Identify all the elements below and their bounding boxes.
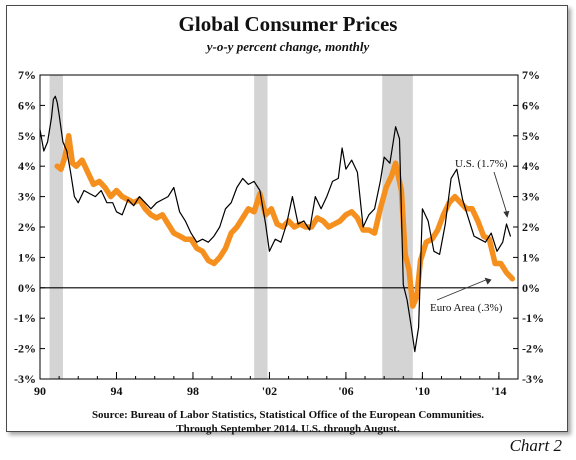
y-tick-label-left: -1% [14,311,36,325]
x-tick-label: 94 [110,384,122,398]
y-tick-label-left: 1% [18,250,36,264]
euro-area-hicp-line [54,133,516,309]
chart-subtitle: y-o-y percent change, monthly [206,39,370,54]
y-tick-label-left: 3% [18,190,36,204]
chart-title: Global Consumer Prices [178,12,398,36]
source-line-2: Through September 2014. U.S. through Aug… [176,423,400,435]
recession-band-2 [382,75,413,379]
y-tick-label-right: -1% [522,311,544,325]
source-note: Source: Bureau of Labor Statistics, Stat… [0,408,576,436]
y-tick-label-right: 3% [522,190,540,204]
y-tick-label-left: 0% [18,281,36,295]
y-tick-label-left: 2% [18,220,36,234]
y-tick-label-left: -3% [14,372,36,386]
us-cpi-line [39,95,511,353]
y-tick-label-right: 5% [522,129,540,143]
y-tick-label-right: 4% [522,159,540,173]
y-tick-label-left: 4% [18,159,36,173]
x-tick-label: '14 [491,384,506,398]
recession-band-1 [254,75,268,379]
annotation-euro-area-arrow [436,279,487,301]
y-tick-label-right: 7% [522,68,540,82]
x-tick-label: 90 [34,384,46,398]
y-tick-label-left: -2% [14,342,36,356]
y-tick-label-right: -2% [522,342,544,356]
chart-number-label: Chart 2 [509,436,562,455]
x-tick-label: '06 [338,384,353,398]
y-tick-label-right: -3% [522,372,544,386]
y-tick-label-left: 5% [18,129,36,143]
x-tick-label: 98 [187,384,199,398]
annotation-euro-area: Euro Area (.3%) [430,302,503,314]
recession-band-0 [49,75,63,379]
y-tick-label-right: 0% [522,281,540,295]
annotation-euro-area-arrowhead [484,277,492,285]
source-line-1: Source: Bureau of Labor Statistics, Stat… [91,409,485,421]
x-tick-label: '02 [262,384,277,398]
annotation-us-arrow [493,171,508,216]
y-tick-label-right: 6% [522,98,540,112]
y-tick-label-right: 2% [522,220,540,234]
y-tick-label-right: 1% [522,250,540,264]
x-tick-label: '10 [415,384,430,398]
y-tick-label-left: 7% [18,68,36,82]
annotation-us: U.S. (1.7%) [455,158,508,170]
y-tick-label-left: 6% [18,98,36,112]
annotation-us-arrowhead [503,210,510,218]
